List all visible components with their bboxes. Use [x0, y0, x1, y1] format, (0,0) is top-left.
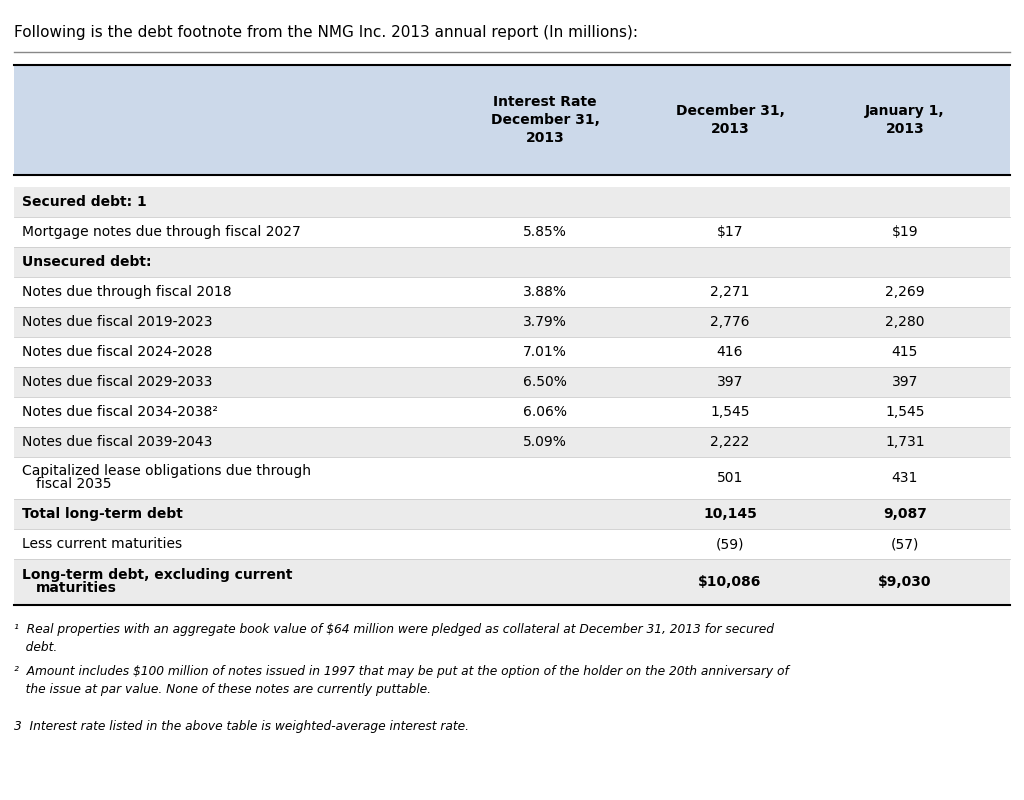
Text: 1,545: 1,545 [886, 405, 925, 419]
Text: 7.01%: 7.01% [523, 345, 567, 359]
Text: $9,030: $9,030 [879, 575, 932, 589]
Text: Following is the debt footnote from the NMG Inc. 2013 annual report (In millions: Following is the debt footnote from the … [14, 25, 638, 40]
Bar [14, 337, 1010, 367]
Text: $19: $19 [892, 225, 919, 239]
Text: Notes due fiscal 2024-2028: Notes due fiscal 2024-2028 [22, 345, 212, 359]
Text: 1,731: 1,731 [885, 435, 925, 449]
Text: Secured debt: 1: Secured debt: 1 [22, 195, 146, 209]
Text: 2,269: 2,269 [885, 285, 925, 299]
Text: Less current maturities: Less current maturities [22, 537, 182, 551]
Text: 2,271: 2,271 [711, 285, 750, 299]
Text: December 31,
2013: December 31, 2013 [676, 104, 784, 136]
Text: Interest Rate
December 31,
2013: Interest Rate December 31, 2013 [490, 94, 599, 146]
Text: 501: 501 [717, 471, 743, 485]
Bar [14, 367, 1010, 397]
Text: Mortgage notes due through fiscal 2027: Mortgage notes due through fiscal 2027 [22, 225, 301, 239]
Text: fiscal 2035: fiscal 2035 [36, 478, 112, 491]
Text: Notes due fiscal 2039-2043: Notes due fiscal 2039-2043 [22, 435, 212, 449]
Bar [14, 277, 1010, 307]
Bar [14, 65, 1010, 175]
Text: 3.88%: 3.88% [523, 285, 567, 299]
Text: 3.79%: 3.79% [523, 315, 567, 329]
Bar [14, 397, 1010, 427]
Text: ¹  Real properties with an aggregate book value of $64 million were pledged as c: ¹ Real properties with an aggregate book… [14, 623, 774, 654]
Text: 9,087: 9,087 [883, 507, 927, 521]
Text: 431: 431 [892, 471, 919, 485]
Text: 2,280: 2,280 [886, 315, 925, 329]
Text: 6.06%: 6.06% [523, 405, 567, 419]
Text: 397: 397 [892, 375, 919, 389]
Text: Long-term debt, excluding current: Long-term debt, excluding current [22, 569, 293, 582]
Text: 5.85%: 5.85% [523, 225, 567, 239]
Text: (59): (59) [716, 537, 744, 551]
Text: ²  Amount includes $100 million of notes issued in 1997 that may be put at the o: ² Amount includes $100 million of notes … [14, 665, 788, 696]
Text: Notes due fiscal 2029-2033: Notes due fiscal 2029-2033 [22, 375, 212, 389]
Text: 6.50%: 6.50% [523, 375, 567, 389]
Bar [14, 529, 1010, 559]
Bar [14, 307, 1010, 337]
Text: 1,545: 1,545 [711, 405, 750, 419]
Text: Notes due fiscal 2034-2038²: Notes due fiscal 2034-2038² [22, 405, 218, 419]
Text: January 1,
2013: January 1, 2013 [865, 104, 945, 136]
Bar [14, 499, 1010, 529]
Text: Total long-term debt: Total long-term debt [22, 507, 183, 521]
Text: 10,145: 10,145 [703, 507, 757, 521]
Text: maturities: maturities [36, 582, 117, 595]
Text: 2,776: 2,776 [711, 315, 750, 329]
Bar [14, 247, 1010, 277]
Text: 415: 415 [892, 345, 919, 359]
Text: 2,222: 2,222 [711, 435, 750, 449]
Text: Notes due fiscal 2019-2023: Notes due fiscal 2019-2023 [22, 315, 213, 329]
Bar [14, 457, 1010, 499]
Text: $10,086: $10,086 [698, 575, 762, 589]
Bar [14, 217, 1010, 247]
Text: $17: $17 [717, 225, 743, 239]
Bar [14, 187, 1010, 217]
Text: 397: 397 [717, 375, 743, 389]
Text: Notes due through fiscal 2018: Notes due through fiscal 2018 [22, 285, 231, 299]
Text: 416: 416 [717, 345, 743, 359]
Text: (57): (57) [891, 537, 920, 551]
Text: 5.09%: 5.09% [523, 435, 567, 449]
Text: Capitalized lease obligations due through: Capitalized lease obligations due throug… [22, 465, 311, 478]
Bar [14, 559, 1010, 605]
Text: Unsecured debt:: Unsecured debt: [22, 255, 152, 269]
Bar [14, 427, 1010, 457]
Text: 3  Interest rate listed in the above table is weighted-average interest rate.: 3 Interest rate listed in the above tabl… [14, 720, 469, 733]
